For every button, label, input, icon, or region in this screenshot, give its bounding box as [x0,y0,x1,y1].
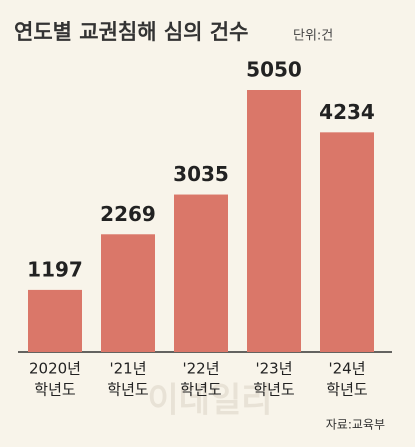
unit-label: 단위:건 [293,29,333,44]
value-label: 3035 [173,162,229,186]
value-label: 2269 [100,202,156,226]
watermark: 이데일리 [147,381,272,421]
x-tick-label: 학년도 [326,381,368,399]
value-label: 5050 [246,58,302,82]
value-label: 4234 [319,100,375,124]
x-tick-label: '23년 [255,360,292,378]
x-tick-label: 학년도 [107,381,149,399]
bar [247,90,301,352]
x-tick-label: '24년 [328,360,365,378]
x-tick-label: 학년도 [34,381,76,399]
value-label: 1197 [27,257,83,281]
x-tick-label: '21년 [109,360,146,378]
bar [101,234,155,352]
chart-title: 연도별 교권침해 심의 건수 [14,20,248,44]
bar [174,194,228,352]
bar [320,132,374,352]
x-tick-label: 2020년 [29,360,81,378]
x-tick-label: 학년도 [180,381,222,399]
x-tick-label: 학년도 [253,381,295,399]
bar [28,289,82,352]
source: 자료:교육부 [326,418,385,432]
x-tick-label: '22년 [182,360,219,378]
